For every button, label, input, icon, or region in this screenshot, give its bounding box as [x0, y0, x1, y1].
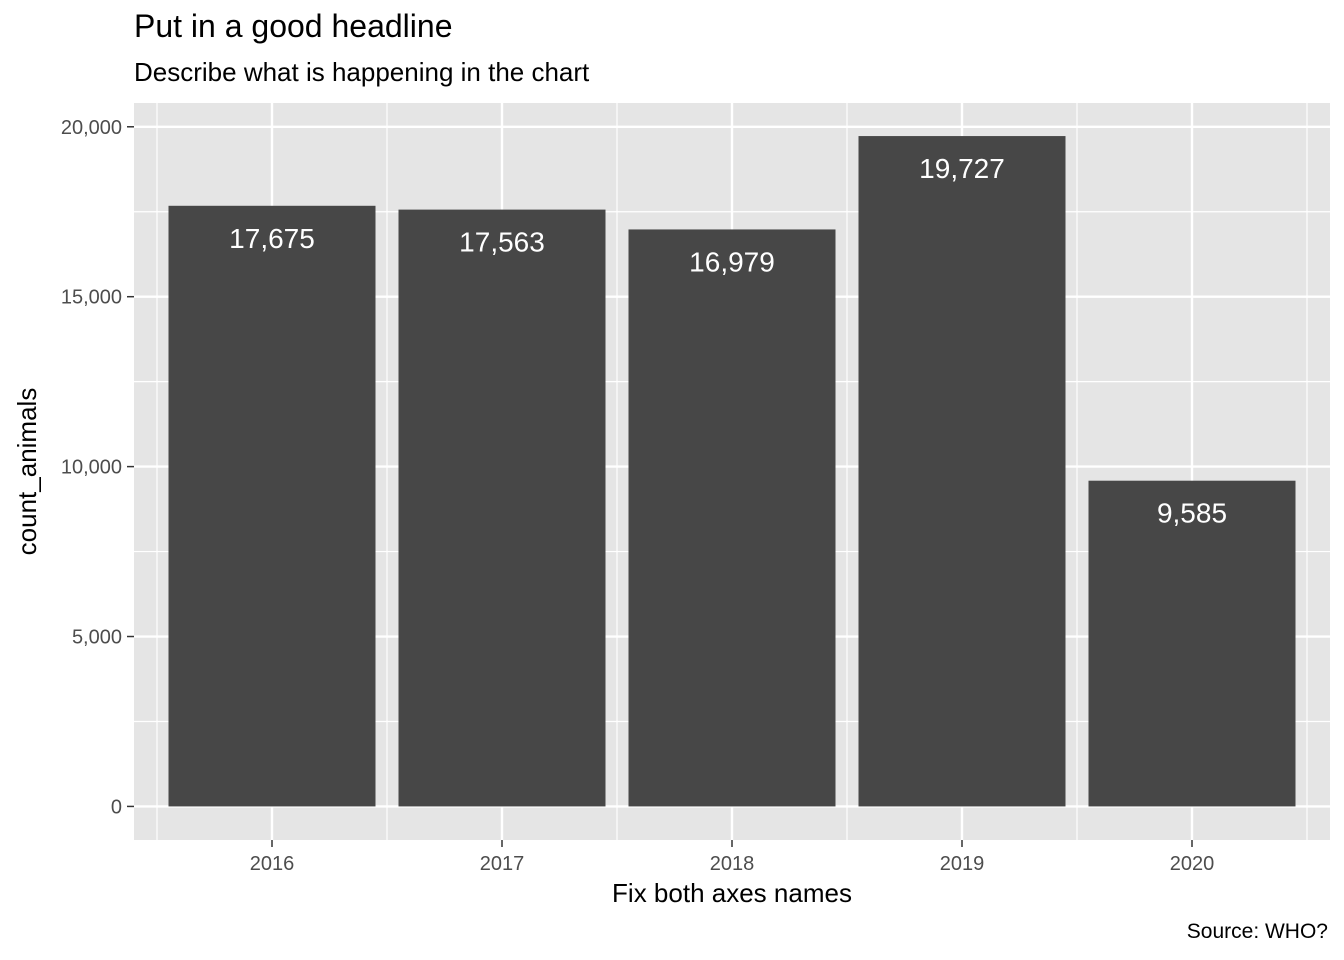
x-axis-title: Fix both axes names [612, 878, 852, 908]
bar-2019 [858, 136, 1066, 807]
data-label-2018: 16,979 [689, 246, 775, 277]
x-tick-label: 2019 [940, 853, 985, 875]
data-label-2019: 19,727 [919, 153, 1005, 184]
data-label-2016: 17,675 [229, 223, 315, 254]
chart-subtitle: Describe what is happening in the chart [134, 57, 590, 87]
y-axis-title: count_animals [12, 388, 42, 556]
x-tick-label: 2016 [250, 853, 295, 875]
y-tick-label: 5,000 [72, 627, 122, 649]
y-tick-label: 10,000 [61, 457, 122, 479]
data-label-2020: 9,585 [1157, 498, 1227, 529]
data-label-2017: 17,563 [459, 227, 545, 258]
y-tick-label: 15,000 [61, 287, 122, 309]
bar-2020 [1088, 480, 1296, 807]
bar-2017 [398, 209, 606, 807]
bar-2016 [168, 205, 376, 807]
chart-caption: Source: WHO? [1186, 920, 1328, 943]
y-tick-label: 20,000 [61, 117, 122, 139]
x-tick-label: 2017 [480, 853, 525, 875]
axes: 0 5,000 10,000 15,000 20,000 2016 2017 2018 2019… [61, 117, 1214, 875]
data-labels: 17,675 17,563 16,979 19,727 9,585 [229, 153, 1227, 529]
x-tick-label: 2018 [710, 853, 755, 875]
bars [168, 136, 1296, 807]
chart-title: Put in a good headline [134, 8, 453, 44]
bar-2018 [628, 229, 836, 807]
y-tick-label: 0 [111, 796, 122, 818]
x-tick-label: 2020 [1170, 853, 1215, 875]
